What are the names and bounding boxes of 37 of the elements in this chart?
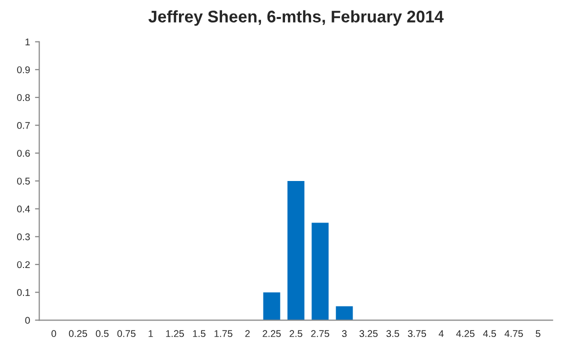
x-tick-label: 2.75: [311, 330, 330, 338]
y-tick-label: 0.2: [17, 261, 30, 268]
bar: [263, 292, 280, 320]
x-tick-label: 1.5: [193, 330, 206, 338]
y-tick-label: 0.8: [17, 94, 30, 102]
y-tick-label: 0: [25, 316, 30, 324]
chart-title: Jeffrey Sheen, 6-mths, February 2014: [148, 10, 444, 26]
x-tick-label: 2.5: [290, 330, 302, 338]
y-tick-label: 0.7: [17, 122, 30, 129]
y-tick-label: 0.9: [17, 66, 30, 74]
x-tick-label: 3.75: [408, 330, 426, 338]
x-tick-label: 2: [245, 330, 250, 337]
x-tick-label: 2.25: [262, 330, 281, 338]
x-tick-label: 5: [536, 330, 540, 338]
x-tick-label: 3.5: [386, 330, 400, 338]
x-tick-label: 1: [148, 330, 153, 337]
x-tick-label: 1.75: [214, 330, 232, 338]
x-tick-label: 4.5: [483, 330, 496, 338]
bar: [336, 306, 353, 320]
y-tick-label: 1: [26, 38, 30, 46]
bar: [312, 222, 329, 320]
x-tick-label: 0.75: [117, 330, 136, 338]
bar: [287, 180, 304, 320]
x-tick-label: 4.75: [504, 330, 523, 338]
x-tick-label: 1.25: [166, 330, 184, 338]
x-tick-label: 0.5: [96, 330, 109, 338]
x-tick-label: 4.25: [456, 330, 474, 338]
y-tick-label: 0.5: [17, 178, 30, 185]
y-tick-label: 0.1: [17, 289, 30, 296]
y-tick-label: 0.3: [17, 233, 30, 240]
x-tick-label: 0.25: [68, 330, 88, 338]
y-tick-label: 0.6: [17, 150, 30, 157]
x-tick-label: 4: [438, 330, 444, 337]
x-tick-label: 0: [51, 330, 56, 338]
x-tick-label: 3: [342, 330, 347, 338]
x-tick-label: 3.25: [359, 330, 378, 338]
y-tick-label: 0.4: [17, 206, 30, 212]
